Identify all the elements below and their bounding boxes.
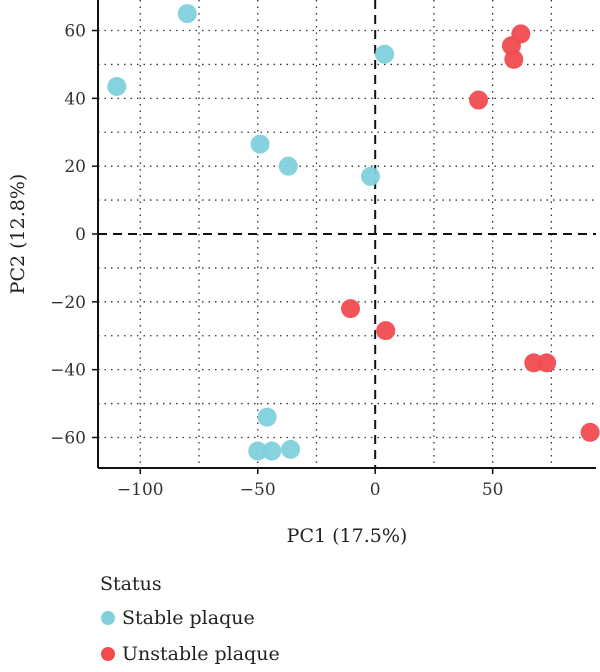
y-tick-label: 60 (64, 22, 86, 42)
y-tick-label: 20 (64, 157, 86, 177)
stable-plaque-point (375, 44, 395, 64)
x-tick-label: −50 (240, 480, 276, 500)
legend-swatch-unstable (101, 647, 115, 661)
unstable-plaque-point (469, 90, 489, 110)
stable-plaque-point (281, 439, 301, 459)
stable-plaque-point (262, 441, 282, 461)
x-tick-label: 0 (370, 480, 381, 500)
y-axis-title: PC2 (12.8%) (7, 174, 29, 295)
unstable-plaque-point (580, 422, 600, 442)
tick-labels: −100 −50 0 50 −60 −40 −20 0 20 40 60 (50, 22, 503, 500)
unstable-plaque-point (537, 353, 557, 373)
x-tick-label: 50 (482, 480, 504, 500)
stable-plaque-point (250, 134, 270, 154)
y-tick-label: −60 (50, 428, 86, 448)
y-tick-label: −40 (50, 361, 86, 381)
stable-plaque-point (278, 156, 298, 176)
stable-plaque-point (107, 76, 127, 96)
unstable-plaque-point (341, 299, 361, 319)
axes (92, 0, 596, 474)
x-tick-label: −100 (117, 480, 164, 500)
unstable-plaque-point (376, 321, 396, 341)
stable-plaque-point (248, 441, 268, 461)
legend: Status Stable plaque Unstable plaque (100, 573, 280, 665)
legend-label-unstable: Unstable plaque (122, 643, 280, 665)
data-points (107, 4, 600, 461)
x-axis-title: PC1 (17.5%) (287, 525, 408, 547)
stable-plaque-point (257, 407, 277, 427)
legend-title: Status (100, 573, 162, 595)
legend-swatch-stable (101, 611, 115, 625)
legend-label-stable: Stable plaque (122, 607, 255, 629)
y-tick-label: 0 (75, 225, 86, 245)
unstable-plaque-point (504, 49, 524, 69)
reference-lines (98, 0, 596, 468)
y-tick-label: −20 (50, 293, 86, 313)
stable-plaque-point (177, 4, 197, 24)
stable-plaque-point (360, 166, 380, 186)
y-tick-label: 40 (64, 89, 86, 109)
